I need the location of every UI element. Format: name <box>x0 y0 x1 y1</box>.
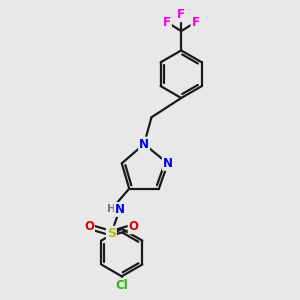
Text: N: N <box>163 157 173 170</box>
Text: F: F <box>191 16 200 29</box>
Text: H: H <box>107 204 116 214</box>
Text: F: F <box>163 16 171 29</box>
Text: S: S <box>107 227 116 240</box>
Text: O: O <box>129 220 139 233</box>
Text: N: N <box>139 138 149 151</box>
Text: Cl: Cl <box>116 279 128 292</box>
Text: F: F <box>177 8 185 21</box>
Text: N: N <box>115 203 125 216</box>
Text: O: O <box>84 220 94 233</box>
